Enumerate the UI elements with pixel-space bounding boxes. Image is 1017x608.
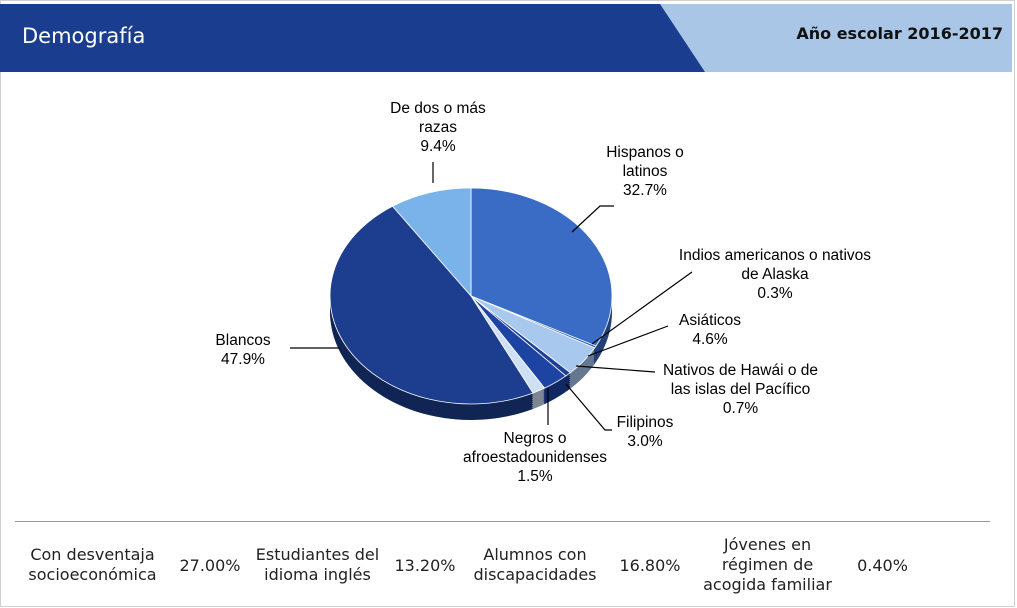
category-label: Nativos de Hawái o de las islas del Pací… bbox=[662, 362, 819, 398]
stat-label: Jóvenes en régimen de acogida familiar bbox=[703, 535, 832, 594]
slice bbox=[329, 205, 534, 405]
category-label: Asiáticos bbox=[678, 312, 742, 329]
category-label: Blancos bbox=[215, 332, 271, 349]
value-label: 4.6% bbox=[692, 331, 728, 348]
category-label: Negros o afroestadounidenses bbox=[463, 430, 607, 466]
leader bbox=[587, 325, 669, 357]
value-label: 32.7% bbox=[623, 182, 667, 199]
slice-label: Nativos de Hawái o de las islas del Pací… bbox=[653, 361, 828, 418]
stat-label: Alumnos con discapacidades bbox=[473, 545, 597, 584]
value-label: 3.0% bbox=[627, 433, 663, 450]
stat-label: Con desventaja socioeconómica bbox=[28, 545, 157, 584]
leaders bbox=[290, 162, 693, 431]
value-label: 1.5% bbox=[517, 468, 553, 485]
header-bar bbox=[0, 4, 705, 72]
leader bbox=[571, 205, 614, 233]
stat-value: 16.80% bbox=[619, 555, 681, 575]
leader bbox=[591, 271, 693, 345]
stats-table: Con desventaja socioeconómica 27.00% Estud… bbox=[15, 521, 990, 608]
stat-value: 0.40% bbox=[857, 555, 908, 575]
slice-label: Filipinos 3.0% bbox=[545, 413, 745, 451]
slice-label: Indios americanos o nativos de Alaska 0.3… bbox=[675, 246, 875, 303]
slice-label: De dos o más razas 9.4% bbox=[383, 99, 493, 156]
category-label: Indios americanos o nativos de Alaska bbox=[678, 247, 872, 283]
stat-value: 13.20% bbox=[394, 555, 456, 575]
value-label: 9.4% bbox=[420, 138, 456, 155]
header-title: Demografía bbox=[22, 24, 146, 48]
stat-value: 27.00% bbox=[179, 555, 241, 575]
category-label: De dos o más razas bbox=[390, 100, 486, 136]
pie bbox=[329, 187, 613, 421]
value-label: 0.3% bbox=[757, 285, 793, 302]
slice-label: Blancos 47.9% bbox=[198, 331, 288, 369]
school-year: Año escolar 2016-2017 bbox=[796, 24, 1003, 43]
value-label: 47.9% bbox=[221, 351, 265, 368]
category-label: Hispanos o latinos bbox=[606, 144, 684, 180]
stat-label: Estudiantes del idioma inglés bbox=[255, 545, 380, 584]
slice-label: Negros o afroestadounidenses 1.5% bbox=[435, 429, 635, 486]
leader bbox=[565, 383, 612, 431]
category-label: Filipinos bbox=[616, 414, 674, 431]
value-label: 0.7% bbox=[722, 400, 759, 417]
slice bbox=[391, 187, 472, 298]
slice-label: Hispanos o latinos 32.7% bbox=[585, 143, 705, 200]
slice-label: Asiáticos 4.6% bbox=[610, 311, 810, 349]
leader bbox=[575, 365, 656, 373]
